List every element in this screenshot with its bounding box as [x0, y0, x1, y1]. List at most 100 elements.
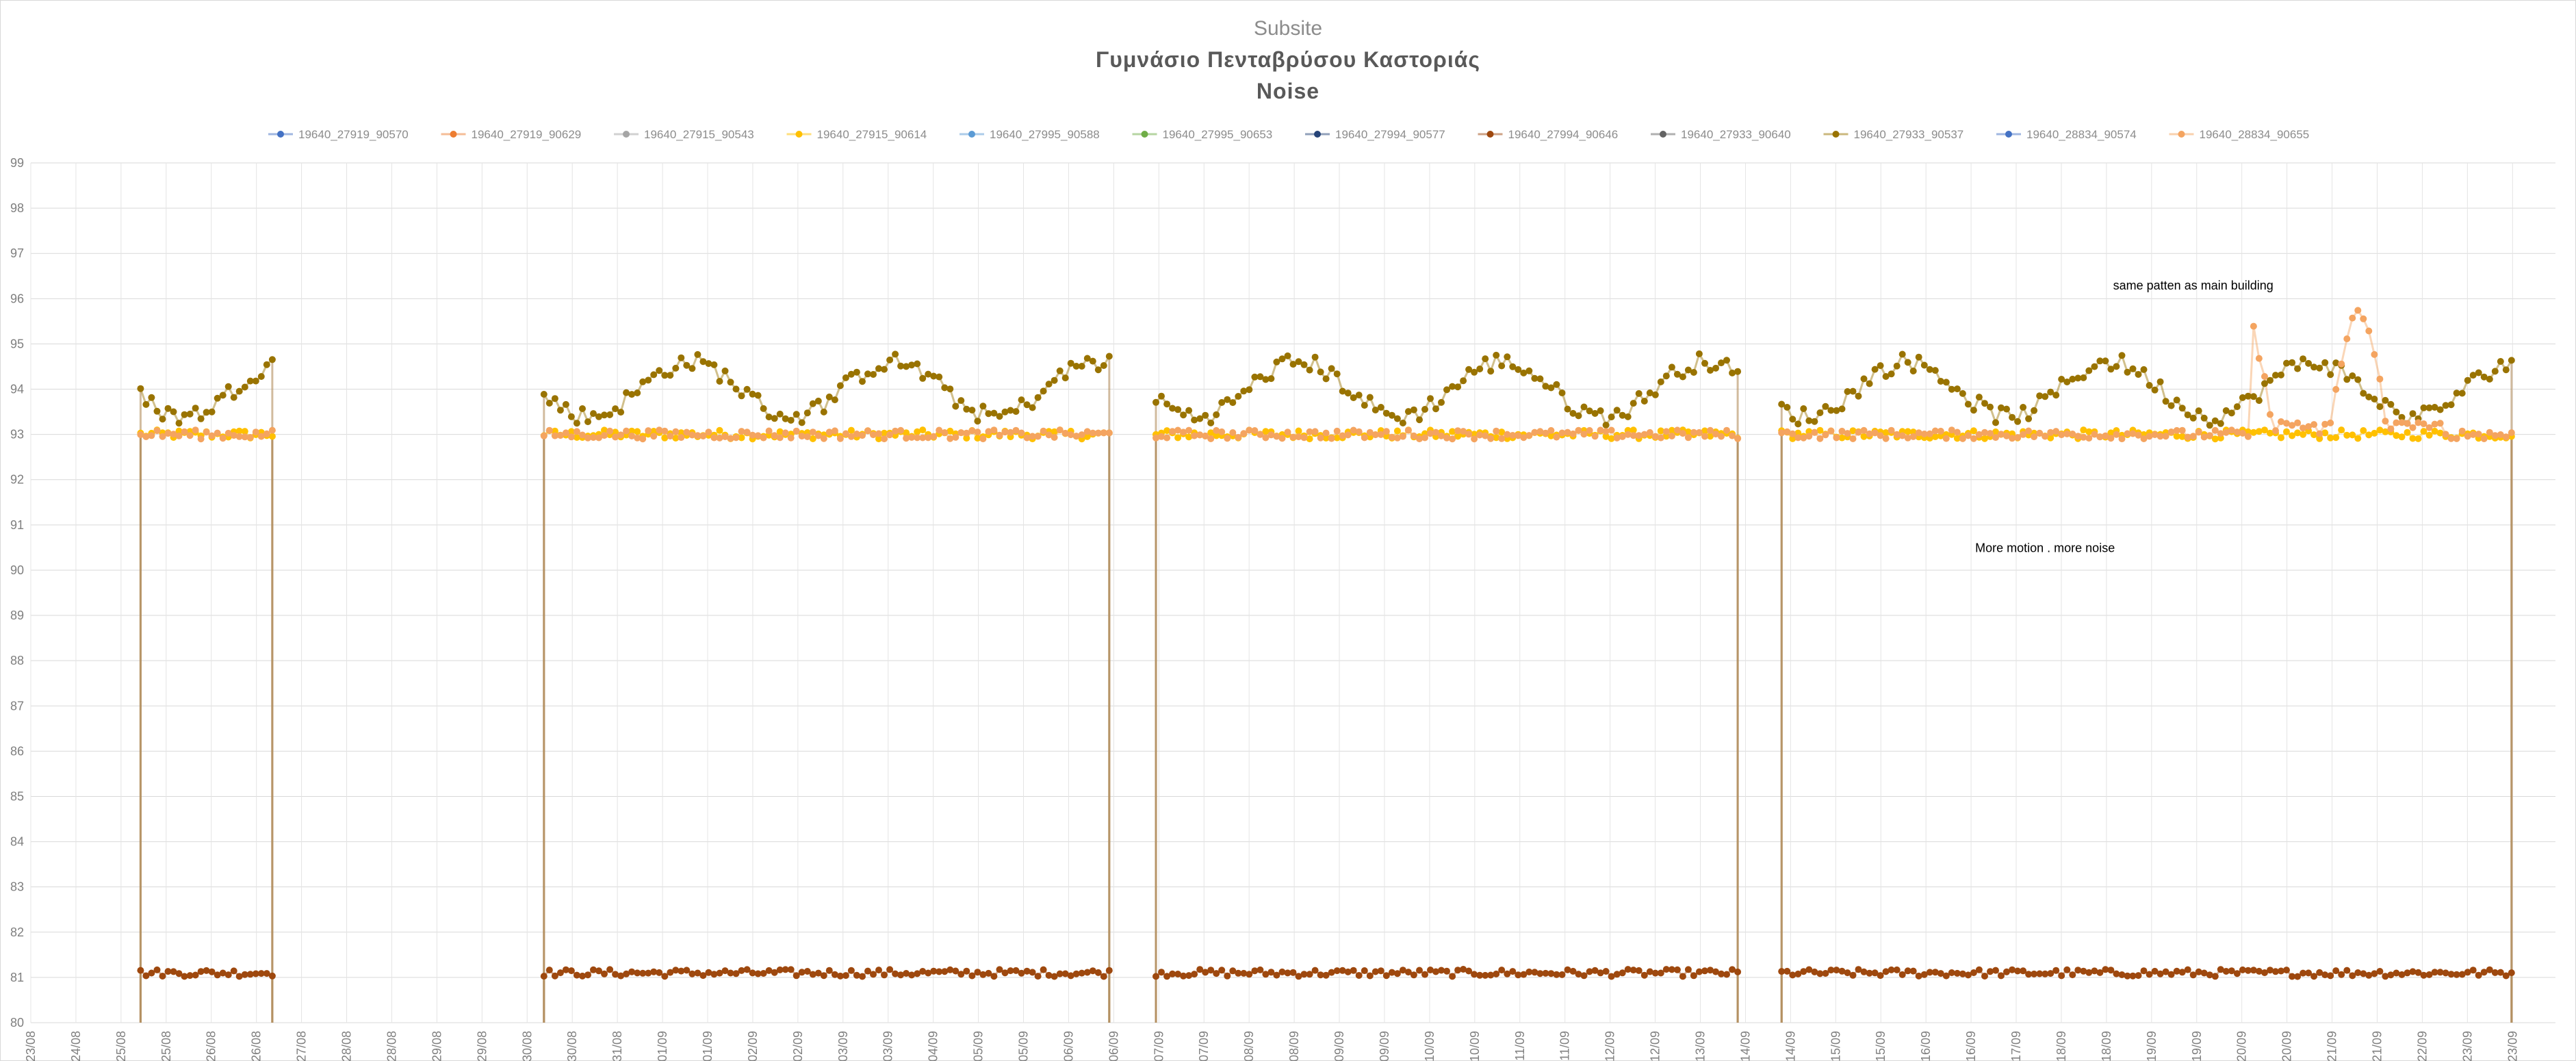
data-point — [612, 971, 619, 978]
data-point — [1196, 966, 1204, 973]
data-point — [776, 966, 784, 973]
data-point — [1816, 435, 1824, 442]
x-tick-label: 24/08 — [69, 1031, 83, 1061]
x-tick-label: 10/09 — [1423, 1031, 1437, 1061]
data-point — [1827, 427, 1835, 435]
data-point — [2310, 421, 2318, 429]
data-point — [936, 968, 943, 975]
data-point — [1235, 434, 1242, 441]
data-point — [175, 427, 183, 435]
data-point — [639, 378, 647, 385]
data-point — [1371, 968, 1379, 975]
data-point — [540, 973, 548, 980]
chart-supertitle: Subsite — [1253, 17, 1323, 40]
data-point — [2118, 352, 2126, 359]
x-tick-label: 02/09 — [791, 1031, 805, 1061]
data-point — [1421, 434, 1428, 442]
data-point — [197, 435, 205, 443]
data-point — [667, 969, 674, 976]
data-point — [2228, 409, 2235, 417]
data-point — [1262, 428, 1270, 435]
data-point — [1624, 413, 1632, 420]
data-point — [1619, 969, 1626, 977]
data-point — [1185, 972, 1193, 980]
data-point — [2425, 971, 2433, 978]
data-point — [793, 411, 800, 418]
data-point — [1948, 969, 1955, 976]
data-point — [678, 354, 685, 361]
data-point — [1805, 433, 1813, 440]
data-point — [1454, 427, 1462, 435]
data-point — [2003, 432, 2010, 439]
data-point — [2360, 427, 2367, 434]
data-point — [936, 373, 943, 381]
data-point — [946, 427, 954, 435]
data-point — [650, 433, 658, 440]
data-point — [1273, 358, 1280, 366]
data-point — [1718, 433, 1725, 440]
data-point — [881, 971, 888, 979]
x-tick-label: 13/09 — [1694, 1031, 1708, 1061]
data-point — [1536, 375, 1544, 383]
data-point — [1262, 434, 1270, 442]
legend-marker — [968, 131, 975, 138]
data-point — [601, 432, 608, 439]
data-point — [1871, 969, 1879, 977]
data-point — [1246, 971, 1253, 978]
data-point — [1257, 431, 1264, 438]
data-point — [1866, 430, 1873, 437]
data-point — [985, 410, 992, 418]
data-point — [1888, 370, 1895, 378]
x-tick-label: 15/09 — [1829, 1031, 1842, 1061]
data-point — [1100, 429, 1107, 437]
data-point — [1651, 433, 1659, 440]
data-point — [699, 358, 707, 366]
data-point — [2382, 418, 2389, 425]
data-point — [1471, 431, 1478, 438]
data-point — [142, 400, 150, 408]
data-point — [645, 969, 652, 977]
data-point — [2113, 970, 2120, 977]
data-point — [2398, 419, 2406, 426]
data-point — [1289, 433, 1297, 441]
data-point — [2036, 429, 2044, 437]
data-point — [2267, 411, 2274, 418]
data-point — [1034, 433, 1042, 440]
data-point — [1393, 970, 1401, 977]
data-point — [1328, 969, 1335, 976]
data-point — [2233, 403, 2241, 411]
legend-marker — [277, 131, 284, 138]
data-point — [1169, 428, 1176, 435]
data-point — [2447, 435, 2455, 442]
data-point — [1591, 410, 1599, 417]
data-point — [738, 434, 745, 442]
data-point — [1822, 970, 1829, 977]
data-point — [2025, 971, 2033, 978]
data-point — [1635, 432, 1643, 439]
data-point — [732, 434, 740, 442]
data-point — [963, 429, 970, 437]
data-point — [1361, 434, 1368, 442]
data-point — [1998, 972, 2005, 980]
data-point — [241, 971, 248, 978]
data-point — [908, 434, 916, 441]
legend-marker — [2005, 131, 2012, 138]
x-tick-label: 21/09 — [2326, 1031, 2339, 1061]
data-point — [2486, 429, 2493, 436]
x-tick-label: 23/09 — [2460, 1031, 2474, 1061]
data-point — [230, 432, 237, 439]
data-point — [1920, 361, 1928, 369]
data-point — [699, 972, 707, 980]
data-point — [2376, 968, 2384, 975]
data-point — [1051, 973, 1058, 980]
data-point — [941, 968, 949, 975]
x-tick-label: 19/09 — [2145, 1031, 2159, 1061]
data-point — [979, 402, 987, 410]
legend-marker — [1832, 131, 1840, 138]
data-point — [1460, 428, 1467, 435]
data-point — [1953, 385, 1961, 393]
data-point — [1504, 353, 1511, 361]
data-point — [1388, 969, 1395, 976]
data-point — [1029, 433, 1036, 440]
